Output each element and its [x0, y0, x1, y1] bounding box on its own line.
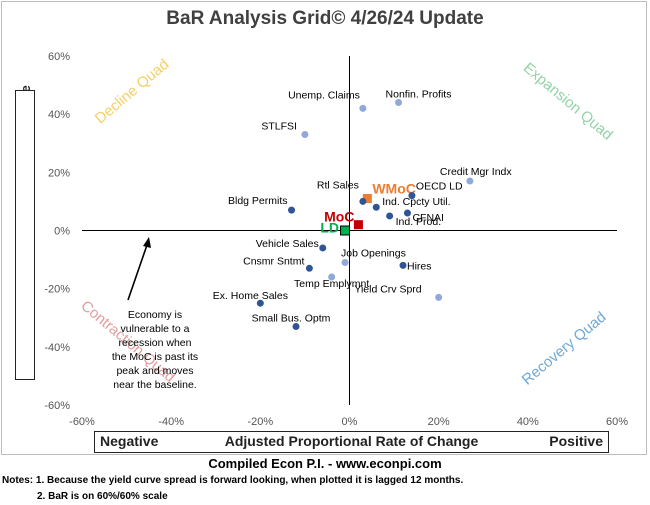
- point-label-yield-crv-sprd: Yield Crv Sprd: [354, 283, 421, 295]
- note-1: Notes: 1. Because the yield curve spread…: [2, 475, 464, 486]
- point-cnsmr-sntmt: [305, 264, 313, 272]
- annotation-text-line: recession when: [119, 337, 192, 349]
- annotation-text-line: peak and moves: [116, 365, 193, 377]
- point-hires: [399, 261, 407, 269]
- note-2: 2. BaR is on 60%/60% scale: [37, 491, 168, 502]
- decline-quad-label: Decline Quad: [92, 56, 173, 127]
- point-nonfin-profits: [395, 99, 403, 107]
- point-label-cnsmr-sntmt: Cnsmr Sntmt: [243, 255, 304, 267]
- point-label-rtl-sales: Rtl Sales: [317, 179, 359, 191]
- point-label-ex-home-sales: Ex. Home Sales: [213, 290, 288, 302]
- point-label-wmoc: WMoC: [372, 181, 416, 197]
- point-label-unemp-claims: Unemp. Claims: [288, 89, 360, 101]
- point-label-ind-prod: Ind. Prod.: [396, 216, 442, 228]
- point-small-bus-optm: [292, 322, 300, 330]
- xlabel-center: Adjusted Proportional Rate of Change: [224, 433, 479, 449]
- point-label-bldg-permits: Bldg Permits: [228, 195, 288, 207]
- x-tick-label: 60%: [606, 416, 628, 428]
- ylabel-box: [15, 90, 35, 380]
- recovery-quad-label: Recovery Quad: [519, 309, 610, 389]
- point-ex-home-sales: [256, 299, 264, 307]
- annotation-text-line: vulnerable to a: [121, 323, 190, 335]
- annotation-arrowhead: [143, 237, 151, 248]
- y-tick-label: -40%: [44, 342, 70, 354]
- point-oecd-ld: [408, 192, 416, 200]
- point-vehicle-sales: [319, 244, 327, 252]
- point-label-cfnai: CFNAI: [412, 212, 444, 224]
- annotation-text-line: Economy is: [128, 309, 182, 321]
- point-moc: [353, 220, 363, 230]
- point-label-hires: Hires: [407, 260, 432, 272]
- point-label-oecd-ld: OECD LD: [416, 181, 463, 193]
- y-tick-label: -20%: [44, 284, 70, 296]
- point-label-temp-emplymnt: Temp Emplymnt: [294, 278, 369, 290]
- footer-credit: Compiled Econ P.I. - www.econpi.com: [208, 456, 442, 471]
- point-label-vehicle-sales: Vehicle Sales: [256, 238, 319, 250]
- point-label-ld: LD: [320, 220, 339, 236]
- point-rtl-sales: [359, 197, 367, 205]
- point-label-job-openings: Job Openings: [341, 247, 406, 259]
- point-label-credit-mgr-indx: Credit Mgr Indx: [440, 166, 513, 178]
- y-tick-label: -60%: [44, 400, 70, 412]
- x-tick-label: 0%: [342, 416, 358, 428]
- point-cfnai: [403, 209, 411, 217]
- annotation-text-line: the MoC is past its: [112, 351, 198, 363]
- point-yield-crv-sprd: [435, 293, 443, 301]
- annotation: Economy is vulnerable to a recession when t…: [112, 237, 198, 391]
- chart-title: BaR Analysis Grid© 4/26/24 Update: [166, 8, 484, 29]
- point-label-stlfsi: STLFSI: [261, 121, 297, 133]
- point-credit-mgr-indx: [466, 177, 474, 185]
- point-unemp-claims: [359, 104, 367, 112]
- point-ind-prod: [386, 212, 394, 220]
- xlabel-negative: Negative: [100, 433, 159, 449]
- xlabel-box: Negative Adjusted Proportional Rate of C…: [94, 431, 609, 453]
- point-label-moc: MoC: [324, 209, 354, 225]
- point-temp-emplymnt: [328, 273, 336, 281]
- x-tick-label: 20%: [428, 416, 450, 428]
- point-ld: [340, 225, 351, 236]
- point-ind-cpcty-util: [372, 203, 380, 211]
- annotation-arrow-line: [127, 244, 148, 301]
- y-tick-label: 60%: [48, 51, 70, 63]
- point-wmoc: [362, 194, 372, 204]
- y-tick-label: 0%: [54, 226, 70, 238]
- point-label-small-bus-optm: Small Bus. Optm: [252, 312, 331, 324]
- x-tick-label: -40%: [158, 416, 184, 428]
- xlabel-positive: Positive: [549, 433, 603, 449]
- annotation-text-line: near the baseline.: [113, 379, 196, 391]
- point-stlfsi: [301, 131, 309, 139]
- expansion-quad-label: Expansion Quad: [520, 59, 616, 143]
- point-label-ind-cpcty-util: Ind. Cpcty Util.: [382, 196, 450, 208]
- x-tick-label: -20%: [247, 416, 273, 428]
- point-bldg-permits: [288, 206, 296, 214]
- point-job-openings: [341, 258, 349, 266]
- data-points: Nonfin. Profits Unemp. Claims STLFSI Credit…: [213, 89, 513, 330]
- chart-frame: [1, 1, 647, 455]
- y-tick-label: 40%: [48, 109, 70, 121]
- x-tick-label: -60%: [69, 416, 95, 428]
- y-tick-label: 20%: [48, 167, 70, 179]
- x-tick-label: 40%: [517, 416, 539, 428]
- point-label-nonfin-profits: Nonfin. Profits: [386, 89, 452, 101]
